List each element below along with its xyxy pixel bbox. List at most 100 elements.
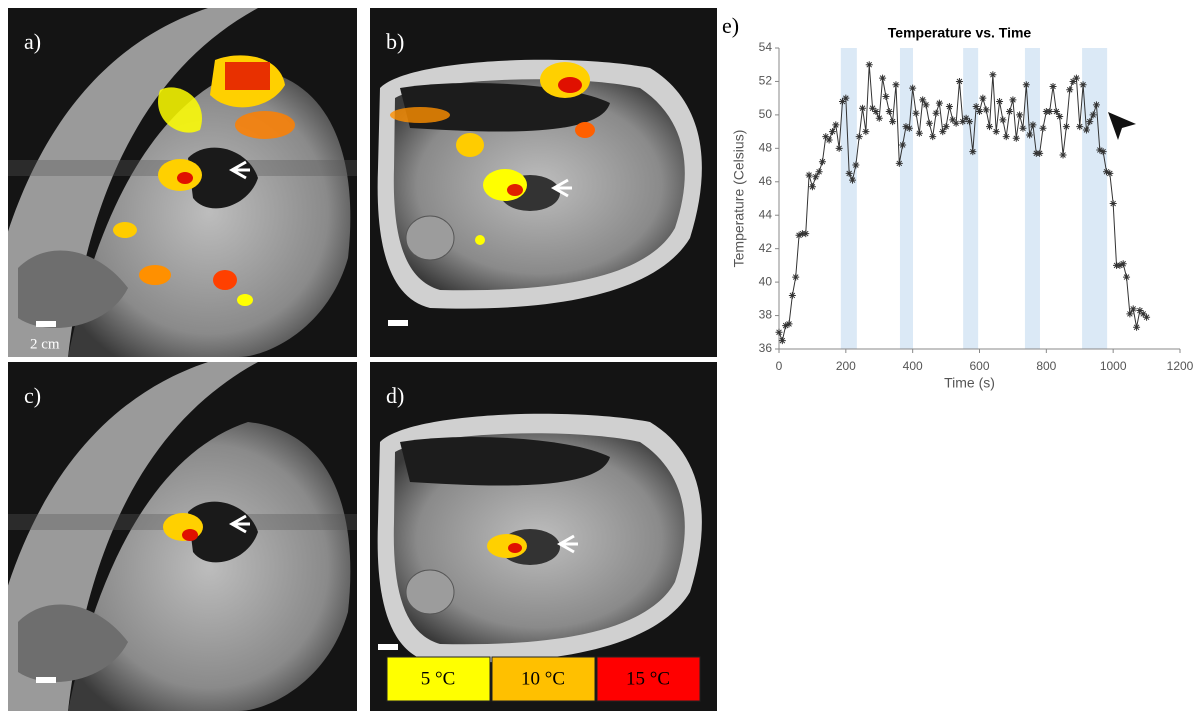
x-tick-label: 400 (903, 359, 923, 373)
data-point (1046, 108, 1054, 116)
panel-label: b) (386, 29, 404, 54)
data-point (849, 176, 857, 184)
data-point (885, 108, 893, 116)
shaded-interval (899, 48, 914, 349)
data-point (965, 118, 973, 126)
data-point (1092, 101, 1100, 109)
data-point (1119, 260, 1127, 268)
scale-bar (378, 644, 398, 650)
data-point (778, 337, 786, 345)
data-point (892, 81, 900, 89)
data-point (1129, 305, 1137, 313)
data-point (972, 103, 980, 111)
y-tick-label: 52 (759, 74, 773, 88)
data-point (1139, 310, 1147, 318)
data-point (999, 116, 1007, 124)
data-point (828, 128, 836, 136)
shaded-interval (1082, 48, 1108, 349)
data-point (1012, 134, 1020, 142)
data-point (899, 141, 907, 149)
data-point (982, 106, 990, 114)
y-tick-label: 46 (759, 174, 773, 188)
data-point (1086, 118, 1094, 126)
data-point (1123, 273, 1131, 281)
data-point (1022, 81, 1030, 89)
data-point (865, 61, 873, 69)
data-point (962, 114, 970, 122)
legend-label: 5 °C (421, 668, 456, 689)
data-point (935, 99, 943, 107)
mri-image (8, 362, 357, 711)
shaded-interval (963, 48, 979, 349)
data-point (986, 123, 994, 131)
data-point (1089, 111, 1097, 119)
y-tick-label: 54 (759, 40, 773, 54)
data-point (979, 94, 987, 102)
data-point (785, 320, 793, 328)
data-point (1143, 313, 1151, 321)
mri-image (8, 8, 357, 357)
data-point (1036, 149, 1044, 157)
data-point (1002, 133, 1010, 141)
data-point (862, 128, 870, 136)
data-point (792, 273, 800, 281)
data-point (835, 144, 843, 152)
y-tick-label: 44 (759, 207, 773, 221)
data-point (992, 128, 1000, 136)
data-point (1016, 111, 1024, 119)
data-point (969, 148, 977, 156)
data-point (955, 77, 963, 85)
y-tick-label: 48 (759, 141, 773, 155)
x-tick-label: 600 (969, 359, 989, 373)
legend-swatch (596, 656, 701, 702)
panel-label: d) (386, 383, 404, 408)
data-point (1102, 168, 1110, 176)
data-point (929, 133, 937, 141)
x-tick-label: 800 (1036, 359, 1056, 373)
data-point (905, 124, 913, 132)
data-point (939, 128, 947, 136)
data-point (879, 74, 887, 82)
y-tick-label: 40 (759, 274, 773, 288)
data-point (802, 230, 810, 238)
scale-label: 2 cm (30, 336, 60, 352)
data-point (852, 161, 860, 169)
data-point (1006, 108, 1014, 116)
legend-swatch (491, 656, 596, 702)
data-point (925, 119, 933, 127)
panel-label: e) (722, 13, 739, 38)
legend-label: 15 °C (626, 668, 670, 689)
mri-image (370, 8, 717, 357)
mri-image (370, 362, 717, 711)
data-point (895, 159, 903, 167)
data-point (805, 171, 813, 179)
data-point (795, 231, 803, 239)
data-point (1076, 123, 1084, 131)
data-point (996, 98, 1004, 106)
data-point (818, 158, 826, 166)
color-legend: 5 °C 10 °C 15 °C (386, 656, 701, 702)
chart-title: Temperature vs. Time (888, 25, 1032, 41)
shaded-interval (840, 48, 857, 349)
scale-bar (36, 321, 56, 327)
data-point (1049, 82, 1057, 90)
scale-bar (36, 677, 56, 683)
data-point (952, 119, 960, 127)
data-point (1062, 123, 1070, 131)
data-point (1072, 74, 1080, 82)
data-point (845, 169, 853, 177)
data-point (1079, 81, 1087, 89)
data-point (915, 129, 923, 137)
data-point (1116, 261, 1124, 269)
annotation-arrow (1108, 112, 1136, 140)
data-point (782, 322, 790, 330)
data-point (1133, 323, 1141, 331)
data-point (1039, 124, 1047, 132)
data-point (1052, 108, 1060, 116)
data-point (989, 71, 997, 79)
data-point (902, 123, 910, 131)
y-axis-label: Temperature (Celsius) (731, 130, 747, 268)
data-point (949, 116, 957, 124)
data-point (1056, 113, 1064, 121)
x-tick-label: 200 (836, 359, 856, 373)
